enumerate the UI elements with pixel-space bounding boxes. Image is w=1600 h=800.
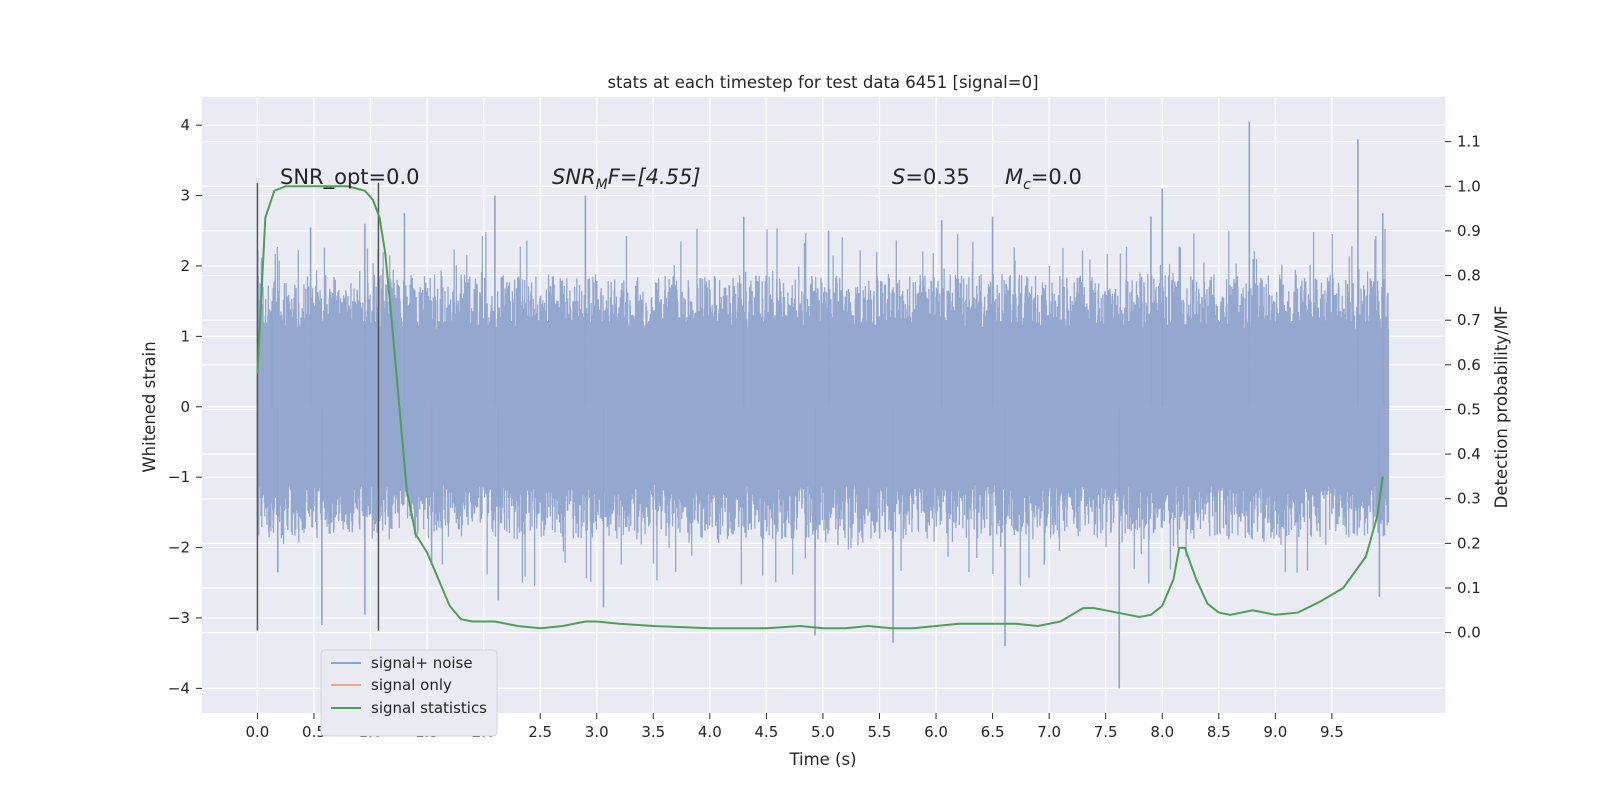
x-tick-label: 0.5	[302, 723, 326, 741]
statistics-series	[256, 185, 1384, 630]
noise-series	[256, 121, 1390, 689]
x-tick-label: 5.0	[811, 723, 835, 741]
y-tick-label: 4	[180, 116, 190, 134]
x-tick-label: 6.0	[924, 723, 948, 741]
y-axis-ticks: 4 3 2 1 0 −1 −2 −3 −4	[168, 116, 202, 697]
y2-axis-label: Detection probability/MF	[1492, 306, 1511, 509]
y2-tick-label: 0.6	[1457, 356, 1481, 374]
annotation-snr-mf-sub: M	[596, 177, 608, 193]
y-axis-label: Whitened strain	[140, 341, 159, 472]
y-tick-label: 3	[180, 187, 190, 205]
y2-tick-label: 1.1	[1457, 133, 1481, 151]
chart-title: stats at each timestep for test data 645…	[607, 73, 1038, 92]
x-tick-label: 7.5	[1094, 723, 1118, 741]
y2-tick-label: 1.0	[1457, 177, 1481, 195]
x-tick-label: 5.5	[868, 723, 892, 741]
legend: signal+ noise signal only signal statist…	[320, 649, 498, 737]
x-tick-label: 3.0	[585, 723, 609, 741]
x-tick-label: 7.0	[1037, 723, 1061, 741]
y-tick-label: −1	[168, 468, 190, 486]
x-tick-label: 0.0	[245, 723, 269, 741]
y-tick-label: 2	[180, 257, 190, 275]
legend-label-signal-noise: signal+ noise	[371, 654, 473, 672]
y-tick-label: 0	[180, 398, 190, 416]
x-tick-label: 4.5	[754, 723, 778, 741]
legend-label-signal-only: signal only	[371, 676, 452, 694]
annotation-snr-mf-rest: F=[4.55]	[608, 165, 701, 189]
x-tick-label: 8.0	[1150, 723, 1174, 741]
y2-axis-ticks: 1.1 1.0 0.9 0.8 0.7 0.6 0.5 0.4 0.3 0.2 0.1 0.0	[1445, 133, 1481, 642]
x-tick-label: 2.5	[528, 723, 552, 741]
y2-tick-label: 0.0	[1457, 624, 1481, 642]
x-tick-label: 3.5	[641, 723, 665, 741]
annotation-mc-base: M	[1005, 165, 1023, 189]
annotation-snr-mf: SNRMF=[4.55]	[552, 165, 701, 193]
annotation-s: S=0.35	[892, 165, 970, 189]
y-tick-label: −3	[168, 609, 190, 627]
annotation-mc-sub: c	[1023, 177, 1031, 193]
annotation-snr-mf-base: SNR	[552, 165, 596, 189]
x-tick-label: 6.5	[981, 723, 1005, 741]
annotation-s-value: =0.35	[905, 165, 969, 189]
y-tick-label: −4	[168, 679, 190, 697]
y2-tick-label: 0.9	[1457, 222, 1481, 240]
y2-tick-label: 0.5	[1457, 400, 1481, 418]
legend-label-signal-statistics: signal statistics	[371, 699, 487, 717]
x-tick-label: 4.0	[698, 723, 722, 741]
annotation-snr-opt: SNR_opt=0.0	[280, 165, 420, 190]
annotation-mc-value: =0.0	[1031, 165, 1082, 189]
y2-tick-label: 0.1	[1457, 579, 1481, 597]
annotation-mc: Mc=0.0	[1005, 165, 1082, 193]
legend-box	[320, 649, 498, 737]
y2-tick-label: 0.3	[1457, 490, 1481, 508]
y2-tick-label: 0.4	[1457, 445, 1481, 463]
statistics-line	[256, 185, 1384, 630]
x-tick-label: 9.0	[1263, 723, 1287, 741]
y-tick-label: −2	[168, 539, 190, 557]
x-axis-label: Time (s)	[788, 750, 856, 769]
vertical-markers	[256, 182, 380, 631]
y2-tick-label: 0.2	[1457, 534, 1481, 552]
y2-tick-label: 0.8	[1457, 267, 1481, 285]
x-tick-label: 9.5	[1320, 723, 1344, 741]
x-tick-label: 8.5	[1207, 723, 1231, 741]
y2-tick-label: 0.7	[1457, 311, 1481, 329]
annotation-s-base: S	[892, 165, 905, 189]
y-tick-label: 1	[180, 327, 190, 345]
